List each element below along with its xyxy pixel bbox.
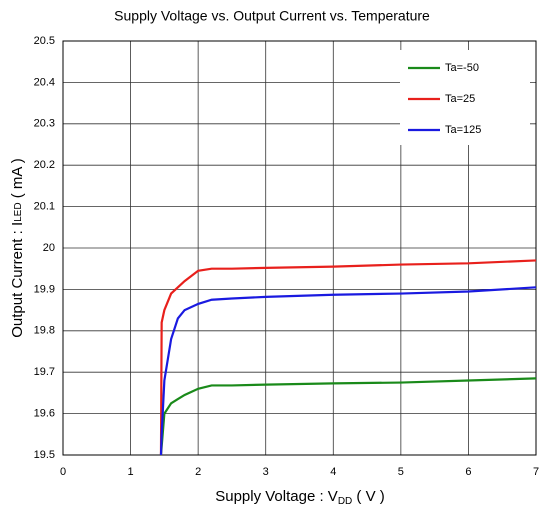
legend-label: Ta=25 [445, 93, 475, 105]
y-tick-label: 19.5 [34, 449, 55, 461]
chart-title: Supply Voltage vs. Output Current vs. Te… [114, 8, 430, 24]
y-tick-label: 20.3 [34, 118, 55, 130]
y-tick-label: 19.6 [34, 408, 55, 420]
x-tick-label: 3 [263, 466, 269, 478]
legend-label: Ta=-50 [445, 62, 479, 74]
x-tick-label: 6 [465, 466, 471, 478]
y-tick-label: 20.1 [34, 201, 55, 213]
x-tick-label: 5 [398, 466, 404, 478]
x-label-suffix: ( V ) [352, 488, 385, 505]
x-tick-label: 7 [533, 466, 539, 478]
legend-label: Ta=125 [445, 124, 481, 136]
y-tick-label: 20 [43, 242, 55, 254]
x-label-sub: DD [338, 496, 352, 507]
y-tick-label: 19.9 [34, 283, 55, 295]
y-axis-label: Output Current : ILED ( mA ) [9, 158, 26, 338]
y-tick-label: 20.5 [34, 35, 55, 47]
series-line [159, 377, 537, 456]
y-label-suffix: ( mA ) [9, 158, 26, 202]
series-line [159, 259, 537, 456]
y-tick-label: 20.4 [34, 76, 55, 88]
y-tick-label: 20.2 [34, 159, 55, 171]
x-tick-label: 2 [195, 466, 201, 478]
y-label-text: Output Current : I [9, 222, 26, 338]
y-tick-label: 19.7 [34, 366, 55, 378]
x-tick-label: 4 [330, 466, 336, 478]
series-line [159, 286, 537, 456]
x-label-text: Supply Voltage : V [215, 488, 338, 505]
x-axis-label: Supply Voltage : VDD ( V ) [215, 488, 385, 507]
plot-border [62, 40, 537, 456]
y-tick-label: 19.8 [34, 325, 55, 337]
x-tick-label: 0 [60, 466, 66, 478]
x-tick-label: 1 [128, 466, 134, 478]
y-label-sub: LED [13, 202, 24, 221]
